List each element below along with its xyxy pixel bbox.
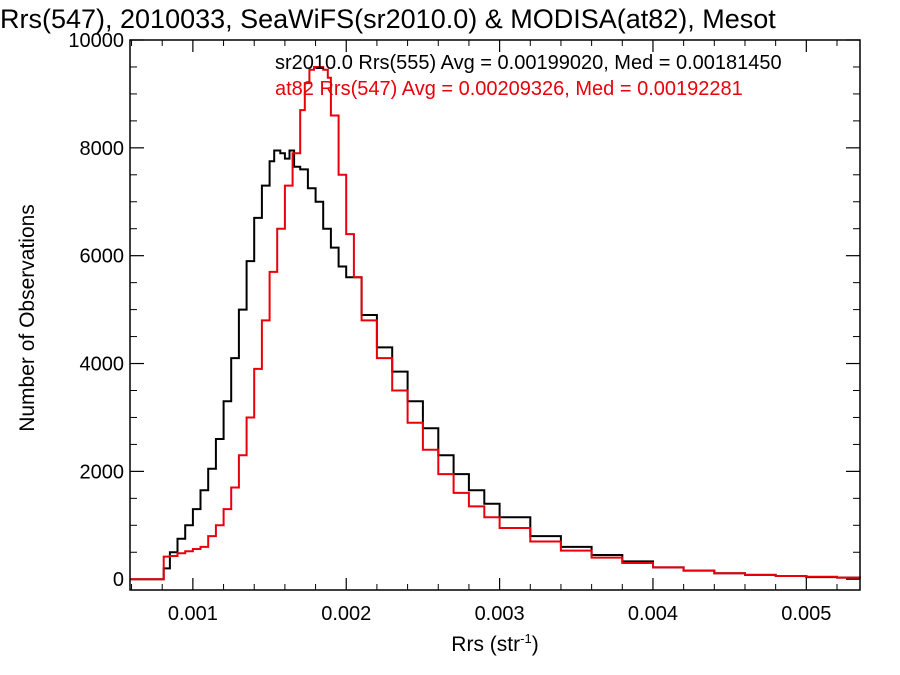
y-tick-label: 10000 [68, 30, 124, 52]
x-tick-label: 0.004 [628, 603, 678, 625]
x-axis-label: Rrs (str-1) [451, 631, 538, 656]
y-axis-ticks: 0 2000 4000 6000 8000 10000 [68, 30, 860, 591]
x-axis-label-end: ) [532, 633, 539, 656]
y-tick-label: 0 [113, 569, 124, 591]
x-axis-ticks: 0.001 0.002 0.003 0.004 0.005 [131, 40, 838, 625]
x-tick-label: 0.001 [168, 603, 218, 625]
chart-title: Rrs(547), 2010033, SeaWiFS(sr2010.0) & M… [0, 4, 776, 34]
legend-entry-1: sr2010.0 Rrs(555) Avg = 0.00199020, Med … [275, 52, 782, 74]
legend-entry-2: at82 Rrs(547) Avg = 0.00209326, Med = 0.… [275, 78, 743, 100]
series-line-2 [130, 66, 861, 581]
y-axis-label: Number of Observations [16, 204, 39, 432]
y-tick-label: 4000 [80, 354, 125, 376]
x-axis-label-main: Rrs (str [451, 633, 520, 656]
series-layer [130, 66, 861, 581]
x-tick-label: 0.002 [321, 603, 371, 625]
x-tick-label: 0.003 [475, 603, 525, 625]
plot-frame [129, 39, 861, 591]
legend: sr2010.0 Rrs(555) Avg = 0.00199020, Med … [275, 52, 782, 100]
y-tick-label: 2000 [80, 461, 125, 483]
x-axis-label-superscript: -1 [520, 631, 532, 646]
x-tick-label: 0.005 [781, 603, 831, 625]
y-tick-label: 8000 [80, 138, 125, 160]
y-tick-label: 6000 [80, 246, 125, 268]
